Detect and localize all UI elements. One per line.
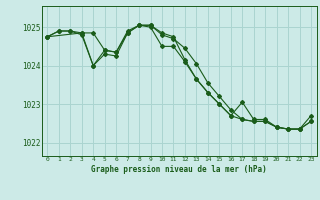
X-axis label: Graphe pression niveau de la mer (hPa): Graphe pression niveau de la mer (hPa) <box>91 165 267 174</box>
